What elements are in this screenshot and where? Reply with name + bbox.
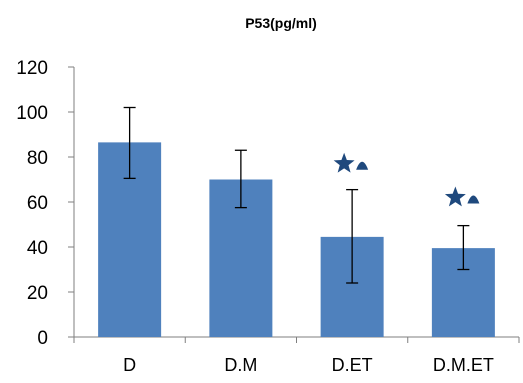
y-axis: 0 20 40 60 80 100 120	[16, 58, 75, 349]
y-tick-label: 40	[27, 238, 48, 259]
y-tick-label: 100	[16, 103, 48, 124]
x-axis: D D.M D.ET D.M.ET	[73, 336, 520, 375]
y-tick-label: 0	[37, 328, 48, 349]
x-category-label: D.M.ET	[433, 355, 494, 375]
star-icon	[444, 186, 466, 207]
x-category-label: D	[123, 355, 136, 375]
annotations	[333, 152, 480, 207]
bars	[98, 142, 495, 337]
triangle-icon	[356, 161, 369, 170]
triangle-icon	[467, 195, 480, 204]
x-category-label: D.M	[224, 355, 257, 375]
star-icon	[333, 152, 355, 173]
y-tick-label: 60	[27, 193, 48, 214]
chart-title: P53(pg/ml)	[245, 15, 317, 31]
x-category-label: D.ET	[332, 355, 373, 375]
error-bars	[123, 106, 470, 284]
y-tick-label: 20	[27, 283, 48, 304]
y-tick-label: 80	[27, 148, 48, 169]
y-tick-label: 120	[16, 58, 48, 79]
